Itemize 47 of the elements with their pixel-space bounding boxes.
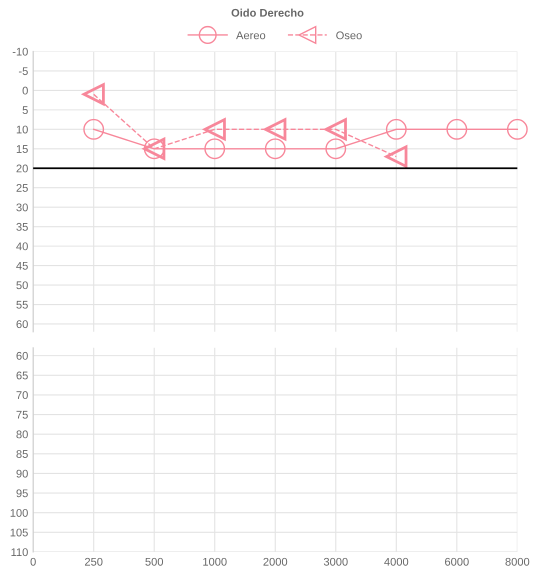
y-tick-label: 60 [16,320,28,328]
point [385,145,408,168]
point [506,118,528,140]
x-tick-label: 1000 [203,558,227,566]
y-tick-label: 90 [16,470,28,478]
point [204,118,226,140]
y-tick-label: 55 [16,300,28,309]
x-tick-label: 2000 [263,558,288,566]
y-tick-label: 50 [16,281,28,290]
x-tick-label: 250 [84,558,103,566]
point [82,83,105,106]
y-tick-label: -10 [12,48,28,56]
y-tick-label: 25 [16,184,28,192]
y-tick-label: 75 [16,410,28,419]
x-tick-label: 3000 [324,558,348,566]
y-tick-label: 100 [10,508,28,517]
y-tick-label: 65 [16,372,28,380]
y-tick-label: 70 [16,391,28,400]
y-tick-label: 20 [16,164,28,172]
y-tick-label: 105 [10,528,28,536]
x-tick-label: 4000 [384,558,408,566]
point [324,118,347,140]
point [386,118,407,140]
y-tick-label: 85 [16,450,28,458]
y-tick-label: 0 [22,86,28,95]
y-tick-label: 95 [16,489,28,498]
y-tick-label: 45 [16,262,28,270]
x-tick-label: 8000 [505,558,530,566]
point [264,118,286,140]
point [83,118,104,140]
chart-title: Oido Derecho [232,8,304,17]
x-tick-label: 0 [30,558,36,566]
y-tick-label: 5 [22,106,28,114]
y-tick-label: 10 [16,126,28,134]
x-tick-label: 6000 [445,558,469,566]
y-tick-label: -5 [18,67,28,76]
y-tick-label: 40 [16,242,28,250]
y-tick-label: 60 [16,352,28,360]
x-tick-label: 500 [145,558,164,566]
y-tick-label: 15 [16,145,28,153]
y-tick-label: 30 [16,203,28,212]
y-tick-label: 80 [16,430,28,438]
y-tick-label: 110 [11,548,28,556]
legend-label: Oseo [336,31,362,40]
y-tick-label: 35 [16,222,28,231]
legend-label: Aereo [236,32,266,40]
point [446,118,468,140]
